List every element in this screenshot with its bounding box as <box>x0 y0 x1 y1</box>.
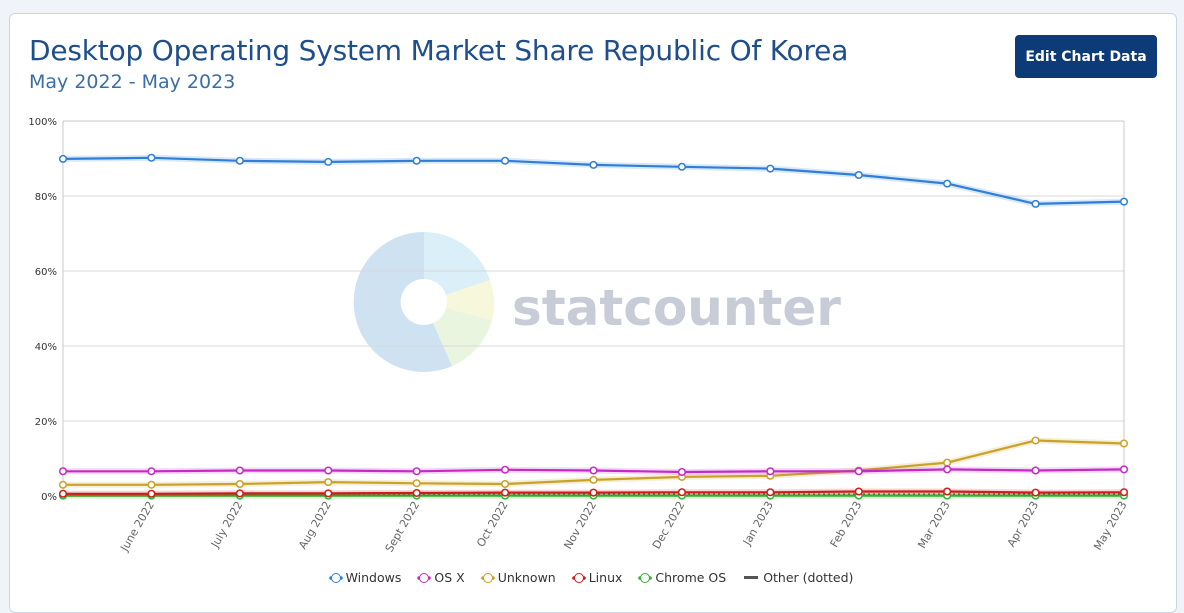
chart-legend: Windows OS X Unknown Linux Chrome OS Other (d… <box>0 570 1184 585</box>
legend-item[interactable]: Linux <box>569 570 623 585</box>
data-point[interactable] <box>147 153 156 162</box>
legend-item[interactable]: Chrome OS <box>636 570 727 585</box>
edit-chart-data-button[interactable]: Edit Chart Data <box>1015 35 1157 78</box>
data-point[interactable] <box>501 488 510 497</box>
page-subtitle: May 2022 - May 2023 <box>29 71 236 93</box>
legend-marker <box>636 572 655 583</box>
data-point[interactable] <box>943 465 952 474</box>
data-point[interactable] <box>235 489 244 498</box>
data-point[interactable] <box>943 179 952 188</box>
x-tick-label: Apr 2023 <box>1005 499 1042 549</box>
x-tick-label: Oct 2022 <box>474 499 511 549</box>
data-point[interactable] <box>147 489 156 498</box>
legend-label: OS X <box>434 570 465 585</box>
data-point[interactable] <box>412 467 421 476</box>
data-point[interactable] <box>147 467 156 476</box>
data-point[interactable] <box>943 487 952 496</box>
legend-item[interactable]: Unknown <box>478 570 556 585</box>
data-point[interactable] <box>412 479 421 488</box>
x-tick-label: July 2022 <box>208 499 245 551</box>
legend-label: Other (dotted) <box>763 570 854 585</box>
data-point[interactable] <box>58 154 68 163</box>
x-tick-label: Aug 2022 <box>296 499 334 551</box>
data-point[interactable] <box>677 488 686 497</box>
y-tick-label: 80% <box>35 192 57 203</box>
legend-marker <box>326 572 345 583</box>
data-point[interactable] <box>235 479 244 489</box>
data-point[interactable] <box>766 488 775 497</box>
data-point[interactable] <box>589 488 598 497</box>
data-point[interactable] <box>1119 197 1129 206</box>
data-point[interactable] <box>1031 436 1040 445</box>
watermark-text: statcounter <box>512 279 841 337</box>
x-axis: June 2022 July 2022 Aug 2022 Sept 2022 Oct 2… <box>118 499 1130 554</box>
data-point[interactable] <box>235 466 244 475</box>
data-point[interactable] <box>677 162 686 171</box>
legend-label: Chrome OS <box>655 570 727 585</box>
legend-label: Unknown <box>497 570 556 585</box>
legend-item[interactable]: OS X <box>415 570 465 585</box>
data-point[interactable] <box>147 480 156 489</box>
y-axis: 0% 20% 40% 60% 80% 100% <box>28 117 57 503</box>
data-point[interactable] <box>1119 488 1129 497</box>
page-title: Desktop Operating System Market Share Re… <box>29 34 849 67</box>
legend-marker <box>744 576 759 579</box>
data-point[interactable] <box>235 156 244 165</box>
data-point[interactable] <box>1119 439 1129 448</box>
x-tick-label: Feb 2023 <box>828 499 865 550</box>
data-point[interactable] <box>854 170 863 180</box>
data-point[interactable] <box>58 489 68 498</box>
data-point[interactable] <box>766 467 775 476</box>
data-point[interactable] <box>58 467 68 476</box>
series-layer <box>58 153 1129 500</box>
y-tick-label: 20% <box>35 417 57 428</box>
data-point[interactable] <box>677 467 686 477</box>
y-tick-label: 60% <box>35 267 57 278</box>
data-point[interactable] <box>501 479 510 489</box>
chart-card <box>9 13 1177 613</box>
x-tick-label: Sept 2022 <box>383 499 423 554</box>
legend-label: Linux <box>588 570 623 585</box>
data-point[interactable] <box>1031 466 1040 475</box>
x-tick-label: Mar 2023 <box>915 499 952 551</box>
data-point[interactable] <box>854 467 863 476</box>
legend-item[interactable]: Windows <box>326 570 402 585</box>
data-point[interactable] <box>766 164 775 173</box>
data-point[interactable] <box>943 458 952 467</box>
data-point[interactable] <box>589 160 598 169</box>
data-point[interactable] <box>589 466 598 475</box>
data-point[interactable] <box>324 157 333 166</box>
legend-marker <box>415 572 434 583</box>
data-point[interactable] <box>1119 465 1129 474</box>
data-point[interactable] <box>324 489 333 498</box>
data-point[interactable] <box>1031 199 1040 208</box>
y-tick-label: 0% <box>41 492 57 503</box>
line-chart: statcounter 0% 20% 40% 60% 80% 100% June 2022… <box>28 117 1130 554</box>
data-point[interactable] <box>589 475 598 484</box>
y-tick-label: 40% <box>35 342 57 353</box>
statcounter-watermark: statcounter <box>353 231 841 372</box>
data-point[interactable] <box>1031 488 1040 497</box>
data-point[interactable] <box>412 156 421 165</box>
legend-item[interactable]: Other (dotted) <box>744 570 853 585</box>
data-point[interactable] <box>501 156 510 165</box>
x-tick-label: Dec 2022 <box>650 499 688 551</box>
data-point[interactable] <box>412 488 421 498</box>
x-tick-label: June 2022 <box>118 499 157 554</box>
data-point[interactable] <box>58 480 68 489</box>
y-tick-label: 100% <box>28 117 57 128</box>
legend-label: Windows <box>345 570 402 585</box>
data-point[interactable] <box>324 478 333 487</box>
x-tick-label: Nov 2022 <box>561 499 599 551</box>
data-point[interactable] <box>854 487 863 496</box>
x-tick-label: Jan 2023 <box>740 499 776 548</box>
data-point[interactable] <box>324 466 333 475</box>
data-point[interactable] <box>501 465 510 474</box>
legend-marker <box>478 572 497 583</box>
x-tick-label: May 2023 <box>1091 499 1129 552</box>
legend-marker <box>569 572 588 583</box>
